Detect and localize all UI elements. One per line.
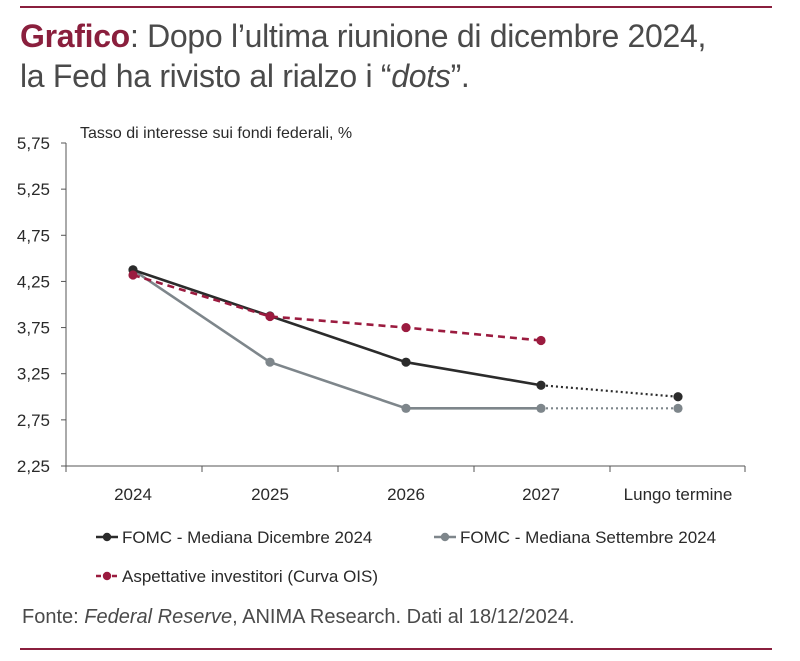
bottom-rule bbox=[20, 648, 772, 650]
data-point bbox=[265, 357, 275, 367]
source-pre: Fonte: bbox=[22, 606, 85, 628]
x-tick-label: 2027 bbox=[522, 485, 560, 504]
data-point bbox=[128, 270, 138, 280]
title-line1: : Dopo l’ultima riunione di dicembre 202… bbox=[129, 18, 707, 54]
data-point bbox=[401, 357, 411, 367]
y-tick-label: 3,25 bbox=[17, 365, 50, 384]
data-point bbox=[536, 380, 546, 390]
data-point bbox=[401, 403, 411, 413]
x-tick-label: 2025 bbox=[251, 485, 289, 504]
y-tick-label: 2,25 bbox=[17, 457, 50, 476]
line-chart: 5,755,254,754,253,753,252,752,25 2024 202… bbox=[17, 125, 746, 586]
y-tick-label: 4,75 bbox=[17, 226, 50, 245]
chart-series bbox=[128, 265, 683, 413]
y-tick-label: 5,25 bbox=[17, 180, 50, 199]
chart-legend: FOMC - Mediana Dicembre 2024 FOMC - Media… bbox=[96, 528, 716, 586]
data-point bbox=[673, 403, 683, 413]
y-axis-label: Tasso di interesse sui fondi federali, % bbox=[80, 125, 352, 142]
title-lead: Grafico bbox=[20, 18, 130, 54]
legend-label: Aspettative investitori (Curva OIS) bbox=[122, 567, 378, 586]
data-point bbox=[536, 335, 546, 346]
legend-swatch-marker bbox=[102, 571, 112, 581]
title-line2-pre: la Fed ha rivisto al rialzo i “ bbox=[20, 58, 392, 94]
source-em: Federal Reserve bbox=[84, 606, 233, 628]
data-point bbox=[401, 322, 411, 333]
y-tick-label: 2,75 bbox=[17, 411, 50, 430]
chart-title: Grafico: Dopo l’ultima riunione di dicem… bbox=[20, 16, 780, 96]
x-tick-labels: 2024 2025 2026 2027 Lungo termine bbox=[114, 485, 732, 504]
legend-label: FOMC - Mediana Dicembre 2024 bbox=[122, 528, 372, 547]
y-tick-label: 4,25 bbox=[17, 272, 50, 291]
y-tick-label: 5,75 bbox=[17, 134, 50, 153]
data-point bbox=[265, 311, 275, 322]
legend-swatch-marker bbox=[440, 532, 450, 542]
y-tick-label: 3,75 bbox=[17, 319, 50, 338]
source-post: , ANIMA Research. Dati al 18/12/2024. bbox=[232, 606, 575, 628]
series-line bbox=[132, 268, 542, 387]
title-line2-post: ”. bbox=[450, 58, 470, 94]
series-projection-line bbox=[540, 384, 679, 398]
legend-label: FOMC - Mediana Settembre 2024 bbox=[460, 528, 716, 547]
x-tick-label: Lungo termine bbox=[624, 485, 733, 504]
series-line bbox=[132, 268, 541, 410]
title-line2: la Fed ha rivisto al rialzo i “dots”. bbox=[20, 56, 780, 96]
legend-swatch-marker bbox=[102, 532, 112, 542]
series-line bbox=[132, 273, 542, 342]
source-note: Fonte: Federal Reserve, ANIMA Research. … bbox=[22, 606, 575, 629]
top-rule bbox=[20, 6, 772, 8]
x-tick-label: 2026 bbox=[387, 485, 425, 504]
y-tick-labels: 5,75 5,25 4,75 4,25 3,75 3,25 2,75 2,25 bbox=[17, 134, 50, 476]
x-tick-label: 2024 bbox=[114, 485, 152, 504]
chart-axes bbox=[61, 142, 746, 472]
data-point bbox=[673, 392, 683, 402]
data-point bbox=[536, 403, 546, 413]
title-line2-em: dots bbox=[391, 58, 451, 94]
